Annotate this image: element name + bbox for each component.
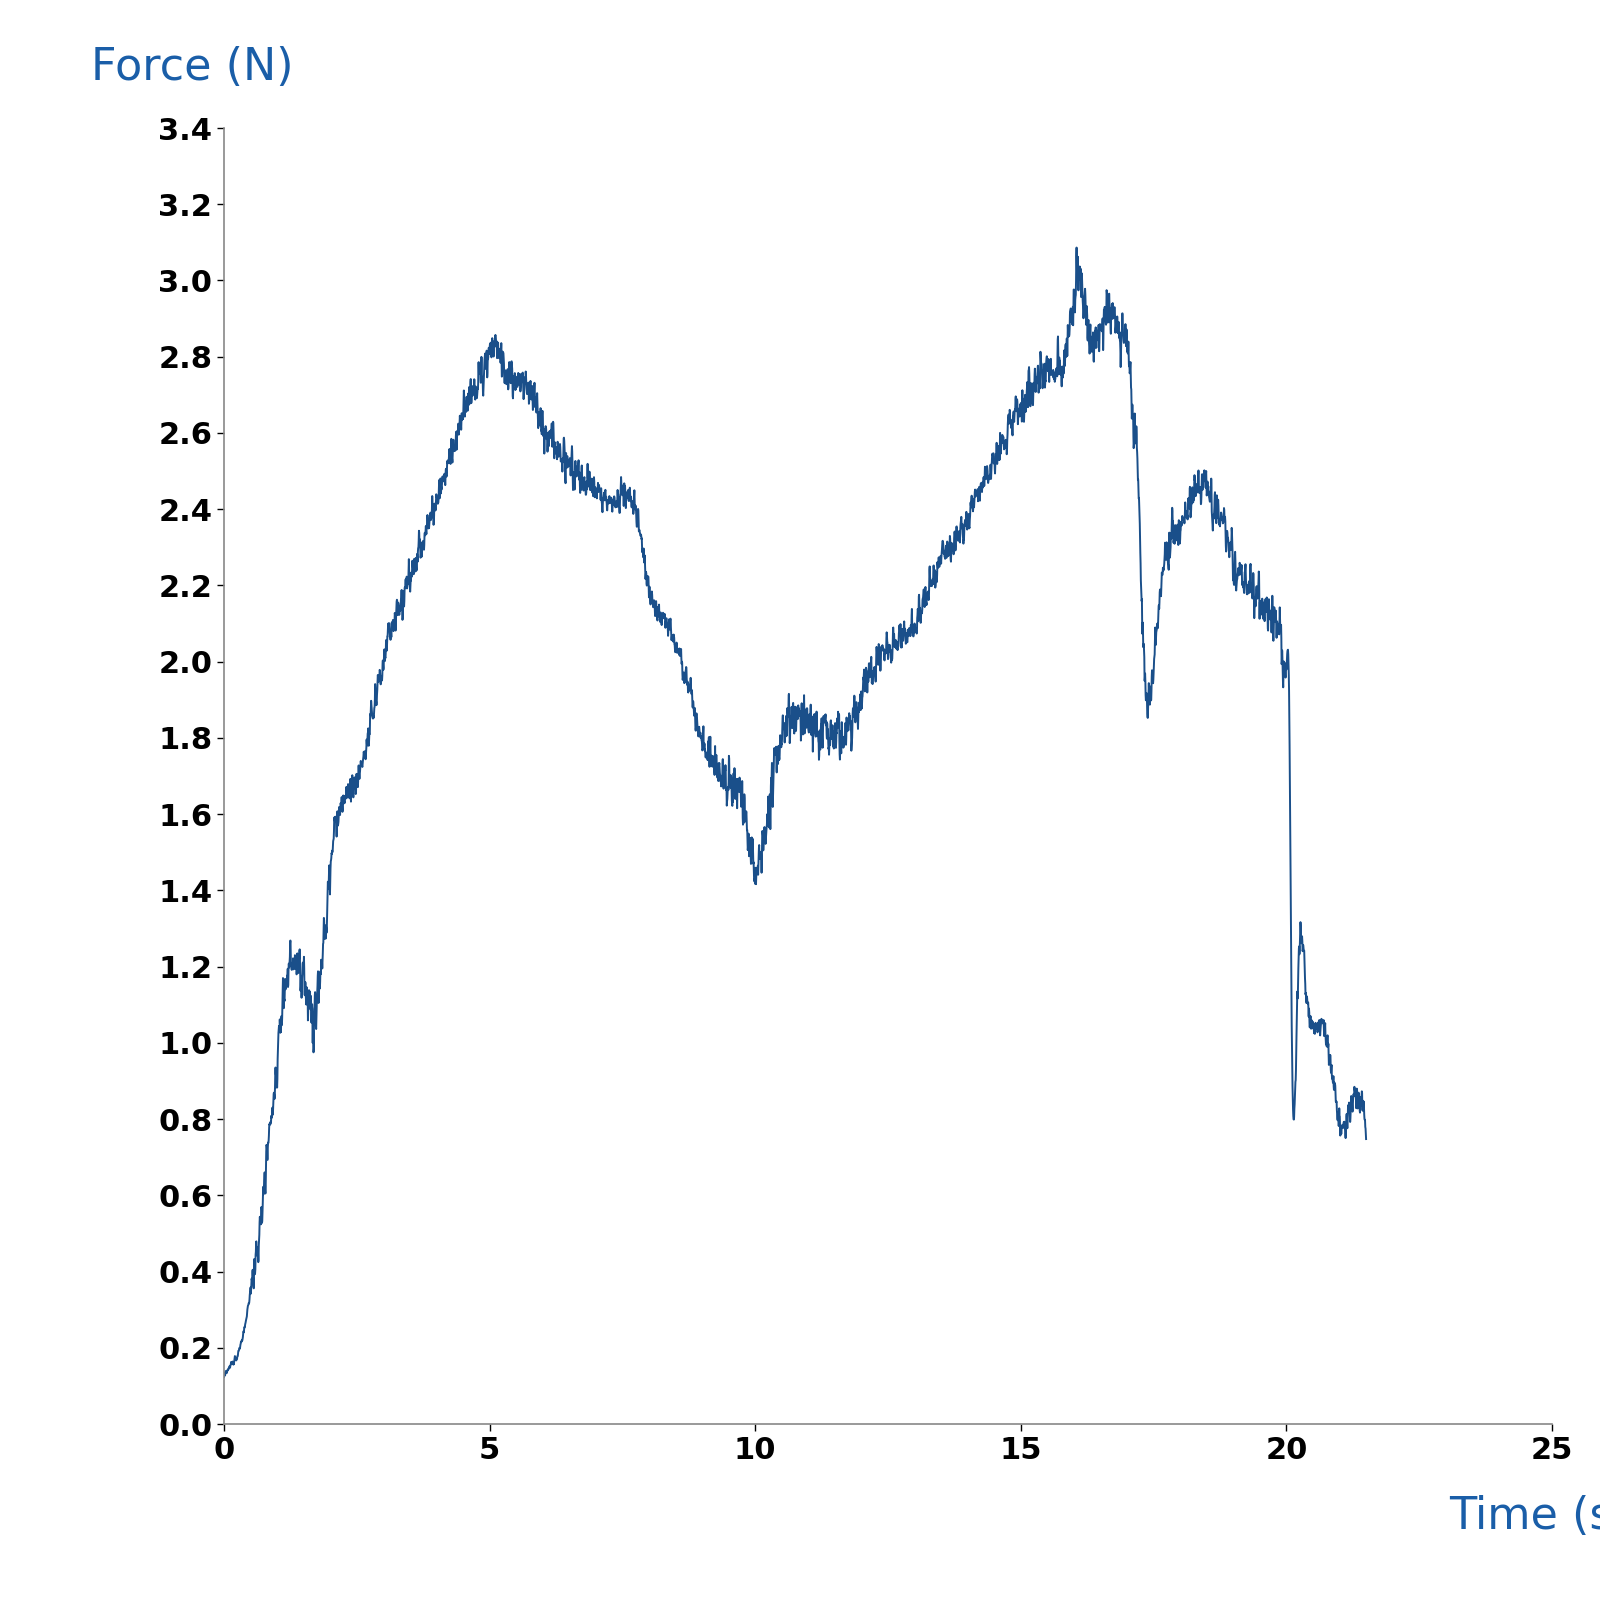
Y-axis label: Force (N): Force (N) <box>91 46 294 90</box>
X-axis label: Time (sec): Time (sec) <box>1450 1496 1600 1538</box>
